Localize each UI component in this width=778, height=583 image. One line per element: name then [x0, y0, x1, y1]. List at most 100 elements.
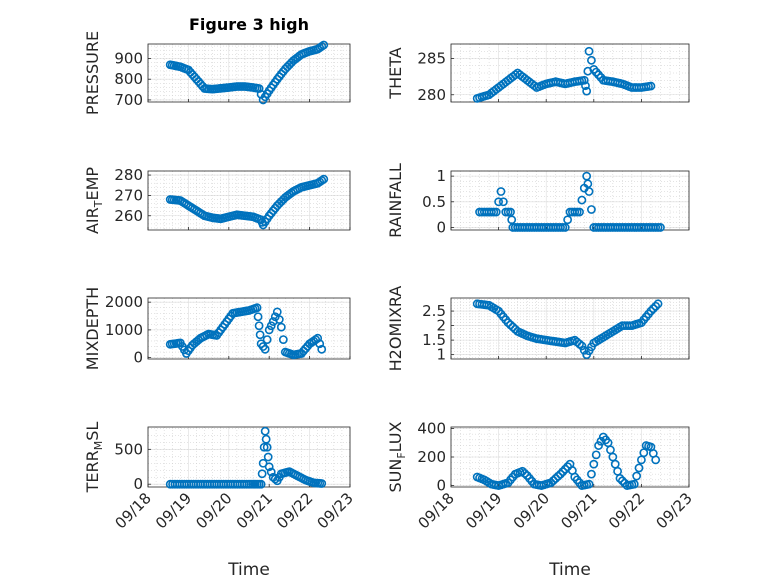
ytick-label: 200: [417, 448, 446, 466]
data-point: [262, 335, 272, 344]
data-point: [518, 466, 527, 476]
data-point: [317, 344, 327, 354]
data-point: [317, 479, 327, 488]
ytick-label: 280: [417, 86, 446, 104]
data-point: [575, 207, 584, 217]
data-point: [494, 197, 503, 207]
data-point: [584, 46, 594, 56]
data-point: [584, 479, 594, 489]
data-point: [632, 471, 642, 481]
data-point: [266, 467, 276, 477]
axes-theta: 280 285 THETA: [386, 43, 690, 104]
x-axis-label: Time: [548, 560, 591, 580]
data-point: [270, 474, 280, 484]
data-point: [259, 442, 269, 452]
ytick-label: 285: [417, 50, 446, 68]
axes-rainfall: 0 0.5 1 RAINFALL: [386, 163, 690, 238]
data-point: [594, 441, 603, 450]
data-point: [276, 322, 286, 332]
y-axis-label: MIXDEPTH: [83, 287, 102, 370]
data-point: [319, 174, 329, 184]
axes-box: [147, 43, 351, 103]
data-point: [558, 467, 568, 477]
data-point: [575, 339, 584, 349]
xtick-label: 09/22: [273, 489, 316, 532]
data-point: [560, 223, 570, 232]
axes-box: [147, 170, 351, 231]
data-point: [587, 55, 596, 65]
data-point: [498, 197, 508, 207]
xtick-label: 09/19: [462, 489, 505, 532]
data-point: [579, 75, 589, 85]
data-point: [255, 330, 265, 340]
y-axis-label: THETA: [386, 47, 405, 99]
data-point: [579, 345, 589, 355]
ytick-label: 0: [133, 349, 143, 367]
data-point: [556, 469, 565, 479]
data-point: [313, 333, 323, 343]
axes-box: [450, 43, 690, 103]
data-point: [629, 479, 639, 489]
data-point: [260, 344, 270, 354]
data-point: [617, 476, 627, 486]
data-point: [589, 459, 599, 469]
ytick-label: 0: [133, 475, 143, 493]
data-point: [577, 195, 587, 205]
data-point: [648, 304, 658, 314]
ytick-label: 270: [114, 186, 143, 204]
y-axis-label: RAINFALL: [386, 163, 405, 238]
ytick-label: 1.5: [422, 331, 446, 349]
data-point: [587, 469, 596, 479]
data-point: [252, 303, 262, 313]
y-axis-label: H2OMIXRA: [386, 286, 405, 372]
xtick-label: 09/23: [653, 489, 696, 532]
data-point: [653, 299, 663, 309]
axes-box: [450, 170, 690, 231]
data-point: [656, 223, 665, 232]
axes-box: [147, 297, 351, 360]
data-point: [315, 339, 325, 349]
xtick-label: 09/23: [314, 489, 357, 532]
plot-area: [148, 427, 350, 487]
data-point: [264, 462, 274, 472]
data-point: [520, 469, 530, 478]
data-point: [274, 315, 284, 324]
axes-h2omixra: 11.522.5 H2OMIXRA: [386, 286, 690, 372]
data-point: [651, 455, 661, 465]
data-point: [278, 335, 288, 344]
ytick-label: 260: [114, 207, 143, 225]
data-point: [264, 325, 274, 335]
axes-airtemp: 260 270 280 AIRTEMP: [83, 166, 351, 234]
y-axis-label: AIRTEMP: [83, 167, 105, 234]
ytick-label: 800: [114, 70, 143, 88]
x-axis-label: Time: [227, 560, 270, 580]
y-axis-label: TERRMSL: [83, 422, 105, 494]
xtick-label: 09/22: [605, 489, 648, 532]
ytick-label: 2000: [105, 293, 143, 311]
chart-title: Figure 3 high: [189, 15, 309, 34]
data-point: [256, 479, 266, 489]
data-point: [651, 301, 661, 311]
xtick-label: 09/18: [112, 489, 155, 532]
data-point: [577, 341, 587, 351]
ytick-label: 1000: [105, 321, 143, 339]
data-point: [319, 40, 329, 50]
data-point: [548, 476, 558, 485]
data-point: [266, 321, 276, 331]
data-point: [260, 426, 270, 436]
data-point: [503, 318, 513, 328]
data-point: [506, 320, 515, 330]
y-axis-label: PRESSURE: [83, 31, 102, 115]
ytick-label: 280: [114, 166, 143, 184]
ytick-label: 1: [436, 167, 446, 185]
plot-area: [451, 171, 689, 230]
data-point: [254, 321, 264, 331]
ytick-label: 700: [114, 91, 143, 109]
ytick-label: 0: [436, 218, 446, 236]
xtick-label: 09/20: [192, 489, 235, 532]
data-point: [587, 205, 596, 214]
data-point: [491, 207, 501, 217]
